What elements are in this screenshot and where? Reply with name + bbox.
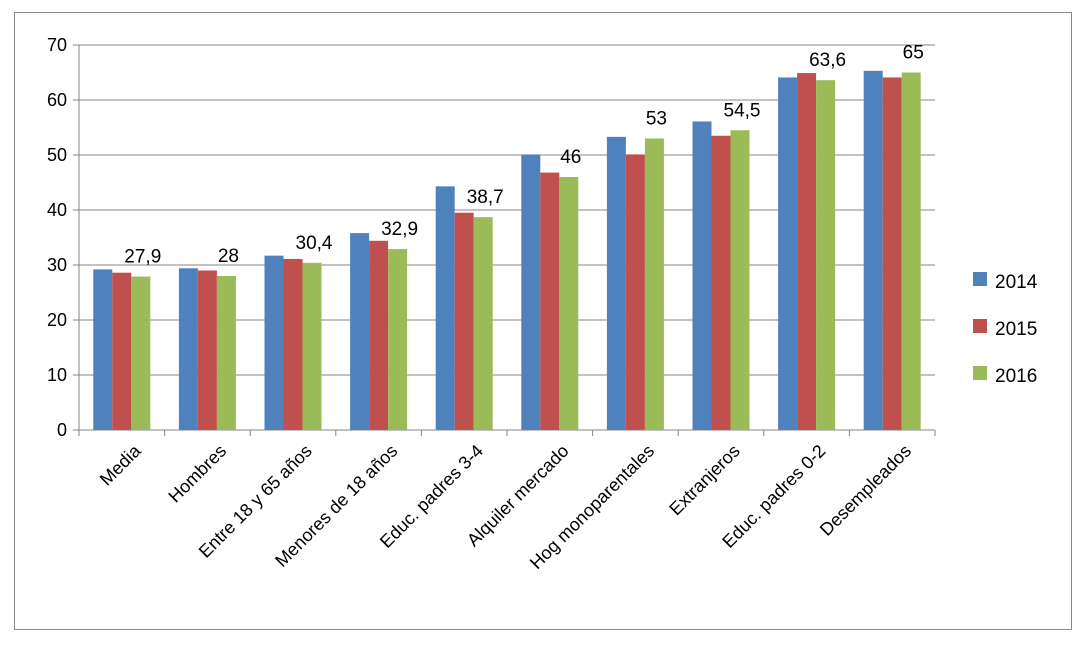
bar-2014 [692,121,712,430]
x-category-label: Extranjeros [665,441,744,520]
bar-2016 [302,262,322,430]
bar-2016 [816,80,836,430]
bar-2014 [778,77,798,430]
bar-2014 [863,70,883,430]
legend-swatch-2015 [973,319,987,333]
bar-2015 [625,154,645,430]
y-tick-label: 50 [47,145,67,165]
bar-2015 [112,272,132,430]
bar-2014 [435,186,455,430]
bar-2016 [473,217,493,430]
bar-2015 [540,172,560,430]
data-label: 65 [903,43,924,64]
x-category-label: Media [96,440,146,490]
data-label: 27,9 [124,247,161,268]
y-tick-label: 30 [47,255,67,275]
bar-2014 [178,268,198,430]
bar-2016 [216,276,236,430]
legend-swatch-2016 [973,366,987,380]
bar-2016 [644,138,664,430]
bar-2015 [197,270,217,430]
y-tick-label: 0 [57,420,67,440]
y-tick-label: 70 [47,35,67,55]
data-label: 53 [646,109,667,130]
bar-2014 [93,269,113,430]
bar-2014 [606,136,626,430]
y-tick-label: 10 [47,365,67,385]
bar-2014 [350,233,370,430]
bar-2014 [264,255,284,430]
bar-2015 [882,77,902,430]
y-tick-label: 40 [47,200,67,220]
bar-2015 [797,73,817,431]
bar-2016 [730,130,750,430]
x-category-label: Hombres [164,441,230,507]
data-label: 30,4 [296,233,333,254]
data-label: 28 [218,246,239,267]
y-tick-label: 20 [47,310,67,330]
x-category-label: Desempleados [816,441,915,540]
y-tick-label: 60 [47,90,67,110]
bar-2016 [559,177,579,430]
bar-2014 [521,154,541,430]
data-label: 54,5 [724,100,761,121]
bar-2015 [454,212,474,430]
data-label: 38,7 [467,187,504,208]
bar-2016 [901,72,921,430]
bar-2016 [131,276,151,430]
data-label: 46 [560,147,581,168]
bar-2015 [283,258,303,430]
bar-2016 [388,249,408,430]
legend-label: 2014 [995,272,1038,293]
bar-2015 [711,135,731,430]
data-label: 63,6 [809,50,846,71]
bar-2015 [369,240,389,430]
legend-label: 2016 [995,366,1037,387]
legend-swatch-2014 [973,272,987,286]
data-label: 32,9 [381,219,418,240]
legend-label: 2015 [995,319,1037,340]
